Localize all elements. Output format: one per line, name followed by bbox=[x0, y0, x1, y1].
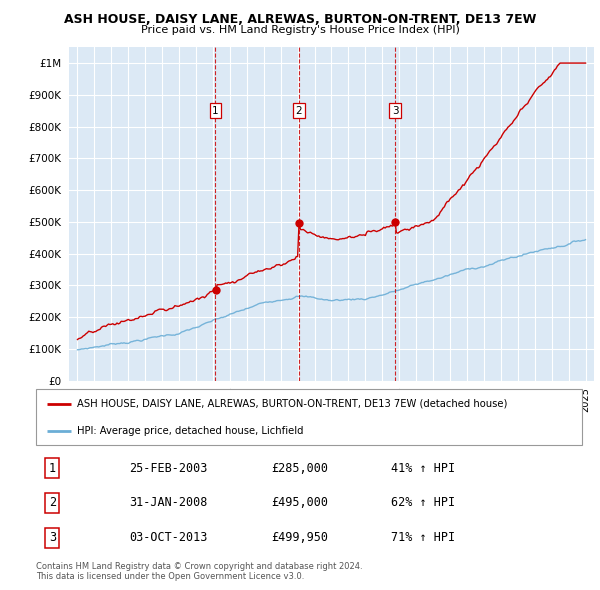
Text: 62% ↑ HPI: 62% ↑ HPI bbox=[391, 496, 455, 510]
FancyBboxPatch shape bbox=[36, 389, 582, 445]
Text: 3: 3 bbox=[392, 106, 398, 116]
Text: 1: 1 bbox=[212, 106, 219, 116]
Text: 2: 2 bbox=[49, 496, 56, 510]
Text: 03-OCT-2013: 03-OCT-2013 bbox=[129, 532, 207, 545]
Text: 1: 1 bbox=[49, 461, 56, 474]
Text: £499,950: £499,950 bbox=[271, 532, 328, 545]
Text: ASH HOUSE, DAISY LANE, ALREWAS, BURTON-ON-TRENT, DE13 7EW (detached house): ASH HOUSE, DAISY LANE, ALREWAS, BURTON-O… bbox=[77, 399, 508, 409]
Text: 25-FEB-2003: 25-FEB-2003 bbox=[129, 461, 207, 474]
Text: 41% ↑ HPI: 41% ↑ HPI bbox=[391, 461, 455, 474]
Text: Price paid vs. HM Land Registry's House Price Index (HPI): Price paid vs. HM Land Registry's House … bbox=[140, 25, 460, 35]
Text: HPI: Average price, detached house, Lichfield: HPI: Average price, detached house, Lich… bbox=[77, 426, 304, 436]
Text: £495,000: £495,000 bbox=[271, 496, 328, 510]
Text: This data is licensed under the Open Government Licence v3.0.: This data is licensed under the Open Gov… bbox=[36, 572, 304, 581]
Text: ASH HOUSE, DAISY LANE, ALREWAS, BURTON-ON-TRENT, DE13 7EW: ASH HOUSE, DAISY LANE, ALREWAS, BURTON-O… bbox=[64, 13, 536, 26]
Text: 3: 3 bbox=[49, 532, 56, 545]
Text: 31-JAN-2008: 31-JAN-2008 bbox=[129, 496, 207, 510]
Text: £285,000: £285,000 bbox=[271, 461, 328, 474]
Text: 2: 2 bbox=[296, 106, 302, 116]
Text: Contains HM Land Registry data © Crown copyright and database right 2024.: Contains HM Land Registry data © Crown c… bbox=[36, 562, 362, 571]
Text: 71% ↑ HPI: 71% ↑ HPI bbox=[391, 532, 455, 545]
